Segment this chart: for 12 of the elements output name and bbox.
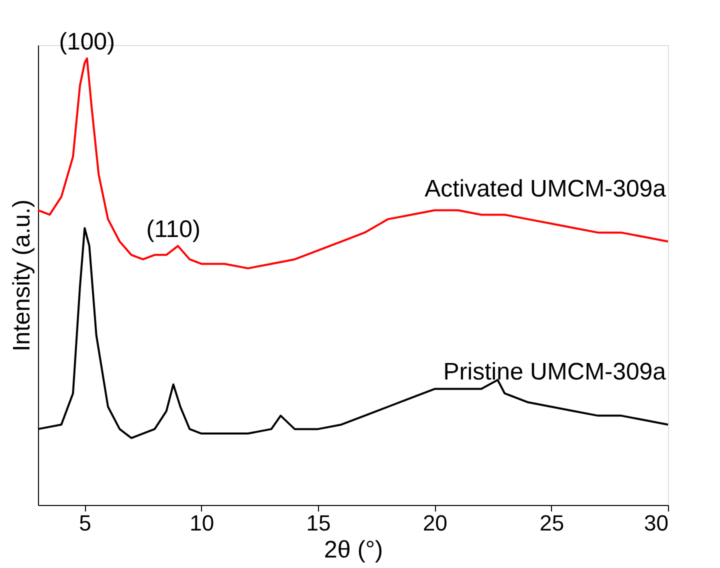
annotation: (110) (146, 216, 200, 243)
x-tick-label: 25 (540, 510, 564, 536)
series-label: Pristine UMCM-309a (443, 358, 667, 386)
x-axis-title: 2θ (°) (324, 536, 383, 564)
series-label: Activated UMCM-309a (424, 176, 667, 203)
x-tick-label: 5 (79, 510, 92, 536)
y-axis-title: Intensity (a.u.) (8, 199, 36, 352)
x-tick-label: 10 (190, 510, 214, 536)
x-tick-label: 30 (644, 510, 668, 536)
x-tick-label: 20 (422, 510, 448, 536)
annotation: (100) (58, 28, 116, 56)
x-tick-label: 15 (306, 510, 331, 536)
